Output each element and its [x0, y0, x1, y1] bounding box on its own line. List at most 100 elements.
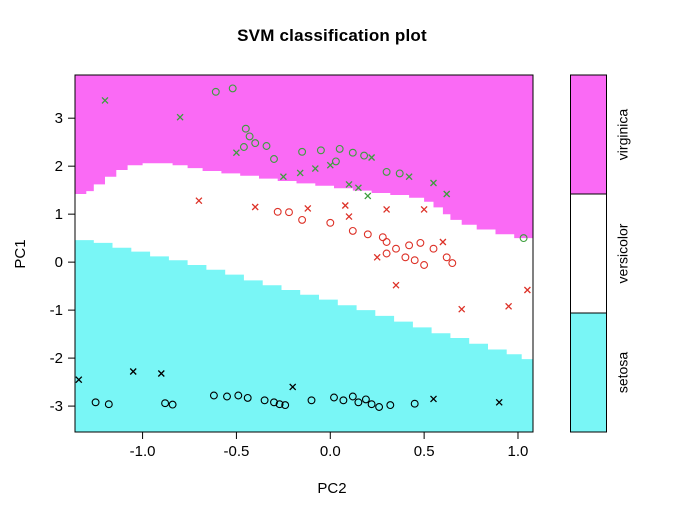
- point-setosa-o: [281, 401, 290, 410]
- y-tick-label: 2: [55, 158, 63, 175]
- point-virginica-o: [239, 143, 248, 151]
- chart-title: SVM classification plot: [237, 26, 427, 45]
- point-versicolor-o: [348, 226, 357, 235]
- point-versicolor-o: [298, 215, 307, 224]
- point-setosa-x: [289, 383, 297, 391]
- point-versicolor-o: [405, 241, 414, 250]
- point-setosa-o: [386, 401, 395, 410]
- point-virginica-x: [443, 190, 451, 198]
- point-virginica-x: [326, 161, 334, 169]
- point-versicolor-o: [416, 238, 425, 247]
- y-tick-label: 1: [55, 206, 63, 223]
- point-setosa-o: [410, 399, 419, 408]
- point-virginica-o: [335, 144, 344, 153]
- colorbar-group: virginica versicolor setosa: [570, 74, 631, 433]
- point-versicolor-o: [401, 253, 410, 262]
- point-virginica-x: [430, 179, 437, 187]
- point-virginica-x: [368, 154, 376, 161]
- point-virginica-x: [345, 180, 353, 188]
- point-virginica-x: [279, 173, 287, 181]
- point-setosa-o: [243, 393, 252, 402]
- x-tick-label: 0.5: [414, 443, 435, 460]
- legend-label-setosa: setosa: [615, 352, 631, 393]
- point-setosa-o: [330, 393, 338, 402]
- point-versicolor-o: [448, 259, 457, 268]
- colorbar-segment-virginica: [570, 74, 607, 195]
- point-setosa-o: [91, 398, 100, 407]
- point-virginica-o: [241, 124, 250, 133]
- y-tick-label: -1: [50, 302, 63, 319]
- y-tick-label: -3: [50, 398, 63, 415]
- point-setosa-x: [75, 376, 83, 384]
- point-versicolor-x: [304, 204, 312, 212]
- point-setosa-x: [129, 368, 137, 375]
- point-virginica-x: [354, 184, 362, 192]
- points-group: [75, 84, 531, 411]
- point-virginica-o: [211, 87, 220, 96]
- point-versicolor-x: [458, 305, 466, 313]
- point-versicolor-x: [439, 238, 447, 246]
- point-virginica-x: [296, 169, 304, 177]
- point-virginica-o: [348, 148, 357, 157]
- point-versicolor-o: [378, 233, 387, 242]
- point-versicolor-x: [392, 281, 400, 289]
- point-setosa-o: [339, 396, 348, 405]
- y-tick-label: -2: [50, 350, 63, 367]
- point-versicolor-o: [382, 238, 391, 246]
- point-versicolor-o: [429, 244, 438, 253]
- point-versicolor-x: [505, 302, 513, 310]
- point-virginica-x: [176, 113, 184, 121]
- point-virginica-x: [311, 165, 319, 173]
- point-setosa-o: [275, 400, 284, 409]
- point-virginica-x: [364, 192, 372, 200]
- y-tick-label: 0: [55, 254, 63, 271]
- point-setosa-o: [223, 392, 231, 401]
- point-virginica-o: [270, 155, 278, 163]
- point-versicolor-x: [251, 203, 259, 211]
- point-versicolor-o: [382, 249, 391, 258]
- point-versicolor-o: [273, 207, 282, 216]
- point-virginica-o: [316, 146, 325, 155]
- point-versicolor-o: [363, 230, 372, 239]
- point-virginica-o: [228, 84, 237, 93]
- point-setosa-o: [307, 396, 316, 405]
- x-axis-label: PC2: [317, 480, 347, 497]
- colorbar-segment-setosa: [570, 312, 607, 433]
- point-setosa-o: [104, 400, 113, 409]
- point-setosa-o: [260, 396, 269, 405]
- point-setosa-o: [367, 400, 376, 409]
- region-virginica: [75, 75, 533, 241]
- point-versicolor-x: [420, 205, 428, 213]
- point-virginica-x: [232, 149, 240, 157]
- y-tick-label: 3: [55, 110, 63, 127]
- point-setosa-o: [234, 391, 243, 400]
- x-tick-label: 0.0: [320, 443, 341, 460]
- plot-border: [74, 74, 534, 433]
- point-setosa-o: [270, 398, 278, 407]
- point-versicolor-x: [373, 253, 381, 261]
- point-virginica-o: [331, 157, 340, 166]
- point-virginica-o: [382, 167, 391, 176]
- point-versicolor-x: [383, 205, 391, 213]
- point-versicolor-x: [195, 197, 203, 205]
- point-virginica-o: [262, 142, 271, 150]
- point-virginica-o: [519, 234, 528, 243]
- colorbar-segment-versicolor: [570, 193, 607, 314]
- point-setosa-x: [157, 370, 165, 377]
- point-virginica-o: [360, 151, 369, 160]
- point-versicolor-o: [420, 261, 429, 269]
- point-setosa-o: [168, 400, 177, 409]
- x-tick-label: 1.0: [508, 443, 529, 460]
- point-setosa-o: [161, 399, 170, 408]
- point-virginica-o: [251, 139, 260, 148]
- point-versicolor-x: [523, 286, 531, 294]
- x-tick-label: -0.5: [223, 443, 249, 460]
- legend-label-virginica: virginica: [615, 109, 631, 161]
- point-versicolor-o: [410, 256, 419, 265]
- x-tick-label: -1.0: [130, 443, 156, 460]
- point-setosa-o: [375, 403, 384, 411]
- point-virginica-o: [245, 132, 254, 141]
- point-virginica-o: [395, 169, 404, 178]
